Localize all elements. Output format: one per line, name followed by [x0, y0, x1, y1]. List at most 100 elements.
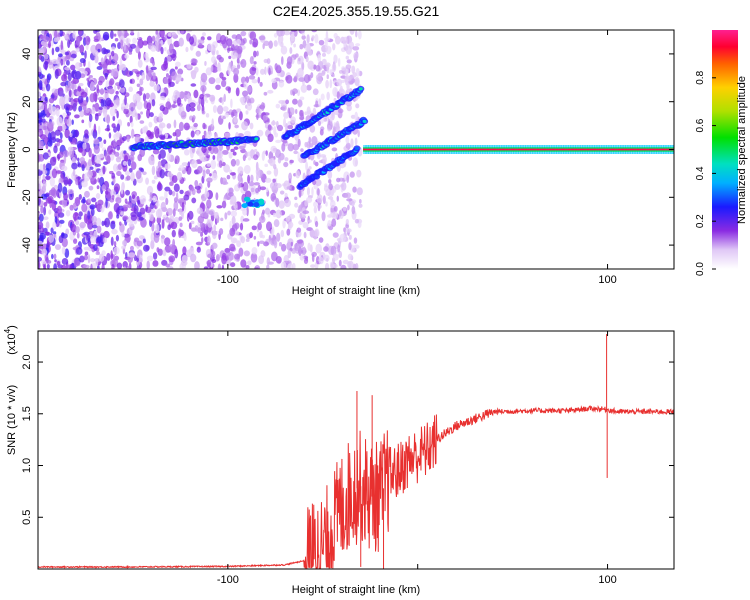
- noise-speck: [196, 207, 203, 215]
- noise-speck: [89, 81, 95, 92]
- noise-speck: [87, 158, 92, 167]
- noise-speck: [38, 180, 42, 190]
- noise-speck: [249, 31, 257, 41]
- noise-speck: [91, 215, 97, 223]
- noise-speck: [78, 147, 83, 153]
- noise-speck: [178, 121, 184, 132]
- noise-speck: [206, 131, 213, 138]
- noise-speck: [331, 63, 337, 73]
- carrier-line: [472, 148, 477, 151]
- noise-speck: [82, 99, 88, 107]
- noise-speck: [307, 60, 314, 70]
- noise-speck: [104, 217, 111, 228]
- noise-speck: [181, 162, 188, 167]
- noise-speck: [80, 91, 88, 98]
- noise-speck: [160, 46, 164, 55]
- noise-speck: [190, 220, 195, 225]
- noise-speck: [221, 255, 227, 265]
- noise-speck: [124, 170, 131, 176]
- noise-speck: [318, 39, 325, 46]
- carrier-line: [560, 148, 565, 151]
- carrier-line: [610, 148, 615, 151]
- branch-1: [358, 87, 363, 91]
- noise-speck: [96, 66, 103, 70]
- carrier-line: [577, 148, 581, 151]
- noise-speck: [286, 263, 294, 269]
- noise-speck: [82, 196, 86, 204]
- noise-speck: [282, 139, 288, 144]
- noise-speck: [301, 35, 306, 40]
- noise-speck: [239, 96, 246, 104]
- carrier-line: [463, 148, 467, 151]
- noise-speck: [153, 233, 160, 244]
- carrier-line: [567, 148, 572, 151]
- carrier-line: [439, 148, 443, 151]
- noise-speck: [267, 124, 272, 131]
- noise-speck: [189, 185, 195, 192]
- noise-speck: [305, 55, 309, 63]
- noise-speck: [61, 264, 67, 269]
- carrier-line: [629, 148, 634, 151]
- noise-speck: [53, 233, 56, 238]
- noise-speck: [109, 106, 116, 117]
- noise-speck: [106, 252, 111, 261]
- noise-speck: [201, 32, 207, 37]
- noise-speck: [206, 162, 212, 167]
- noise-speck: [267, 89, 274, 94]
- snr-multiplier-close: ): [6, 325, 18, 329]
- snr-multiplier-base: (x10: [6, 333, 18, 354]
- noise-speck: [106, 114, 111, 125]
- noise-speck: [120, 211, 124, 216]
- noise-speck: [352, 186, 357, 193]
- noise-speck: [355, 263, 359, 269]
- noise-speck: [146, 102, 152, 111]
- noise-speck: [44, 53, 49, 60]
- noise-speck: [229, 220, 232, 230]
- noise-speck: [233, 67, 240, 76]
- noise-speck: [38, 54, 43, 60]
- noise-speck: [212, 230, 217, 240]
- noise-speck: [290, 37, 295, 42]
- colorbar-gradient: [712, 30, 738, 269]
- carrier-line: [489, 148, 493, 151]
- noise-speck: [183, 122, 190, 131]
- noise-speck: [157, 181, 162, 191]
- noise-speck: [313, 201, 318, 208]
- spectrogram-y-label: Frequency (Hz): [6, 112, 18, 188]
- noise-speck: [316, 194, 323, 204]
- noise-speck: [93, 138, 100, 145]
- noise-speck: [114, 151, 120, 157]
- noise-speck: [251, 225, 257, 231]
- noise-speck: [164, 163, 171, 170]
- noise-speck: [168, 255, 176, 263]
- noise-speck: [69, 57, 74, 62]
- noise-speck: [88, 75, 93, 79]
- noise-speck: [164, 189, 168, 200]
- noise-speck: [158, 153, 162, 161]
- noise-speck: [38, 104, 41, 110]
- noise-speck: [268, 67, 271, 76]
- carrier-line: [465, 148, 470, 151]
- noise-speck: [156, 216, 162, 224]
- carrier-line: [441, 148, 446, 151]
- noise-speck: [233, 201, 238, 209]
- carrier-line: [572, 148, 577, 151]
- noise-speck: [253, 50, 257, 58]
- noise-speck: [242, 181, 249, 192]
- x-tick-label: -100: [217, 574, 239, 586]
- carrier-line: [427, 148, 431, 151]
- noise-speck: [230, 210, 238, 217]
- noise-speck: [292, 98, 298, 105]
- noise-speck: [327, 170, 333, 180]
- noise-speck: [213, 211, 219, 219]
- noise-speck: [296, 227, 302, 233]
- noise-speck: [191, 58, 198, 65]
- noise-speck: [233, 52, 238, 59]
- carrier-line: [553, 148, 558, 151]
- noise-speck: [305, 256, 309, 261]
- carrier-line: [503, 148, 508, 151]
- noise-speck: [38, 221, 44, 230]
- noise-speck: [298, 157, 305, 164]
- noise-speck: [39, 163, 44, 171]
- noise-speck: [45, 221, 50, 229]
